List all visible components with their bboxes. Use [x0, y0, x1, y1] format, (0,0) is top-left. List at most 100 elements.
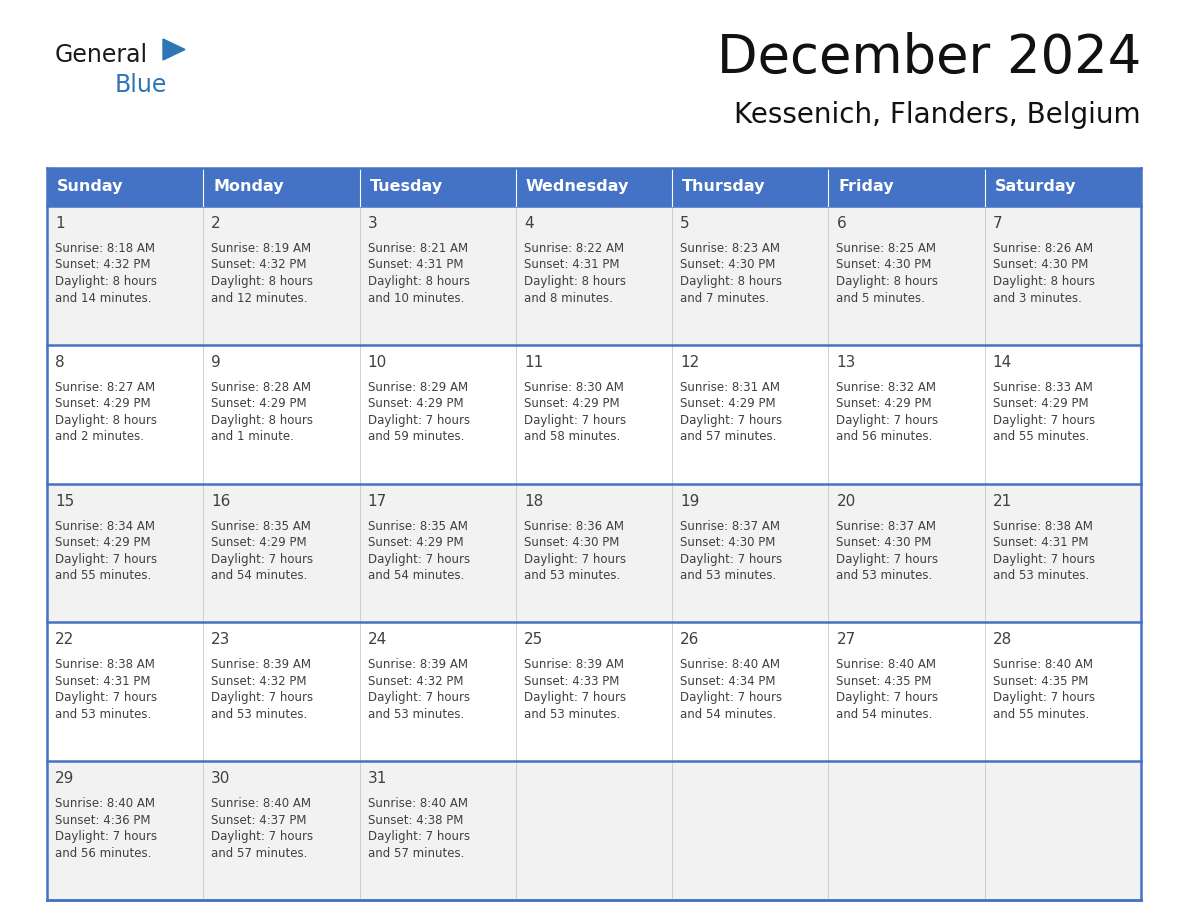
Text: Sunrise: 8:35 AM: Sunrise: 8:35 AM: [211, 520, 311, 532]
Text: 13: 13: [836, 354, 855, 370]
Bar: [360, 206, 516, 345]
Text: Daylight: 7 hours: Daylight: 7 hours: [55, 553, 157, 565]
Text: and 55 minutes.: and 55 minutes.: [55, 569, 151, 582]
Text: Sunset: 4:29 PM: Sunset: 4:29 PM: [524, 397, 619, 410]
Text: Sunset: 4:30 PM: Sunset: 4:30 PM: [681, 259, 776, 272]
Text: Daylight: 7 hours: Daylight: 7 hours: [993, 414, 1095, 427]
Bar: [203, 484, 360, 622]
Text: Sunrise: 8:29 AM: Sunrise: 8:29 AM: [367, 381, 468, 394]
Text: Sunset: 4:29 PM: Sunset: 4:29 PM: [836, 397, 933, 410]
Bar: [516, 484, 672, 622]
Bar: [48, 622, 203, 761]
Text: Sunrise: 8:28 AM: Sunrise: 8:28 AM: [211, 381, 311, 394]
Text: Sunset: 4:37 PM: Sunset: 4:37 PM: [211, 813, 307, 827]
Text: December 2024: December 2024: [716, 32, 1140, 84]
Text: and 3 minutes.: and 3 minutes.: [993, 292, 1081, 305]
Text: Daylight: 7 hours: Daylight: 7 hours: [367, 414, 469, 427]
Bar: [672, 484, 828, 622]
Text: Daylight: 7 hours: Daylight: 7 hours: [993, 553, 1095, 565]
Bar: [516, 168, 672, 206]
Text: Sunrise: 8:31 AM: Sunrise: 8:31 AM: [681, 381, 781, 394]
Bar: [985, 761, 1140, 900]
Text: Sunrise: 8:39 AM: Sunrise: 8:39 AM: [211, 658, 311, 671]
Text: Daylight: 7 hours: Daylight: 7 hours: [211, 691, 314, 704]
Text: Sunset: 4:35 PM: Sunset: 4:35 PM: [993, 675, 1088, 688]
Bar: [48, 484, 203, 622]
Text: Sunrise: 8:40 AM: Sunrise: 8:40 AM: [211, 797, 311, 811]
Text: and 53 minutes.: and 53 minutes.: [524, 569, 620, 582]
Text: Sunset: 4:30 PM: Sunset: 4:30 PM: [524, 536, 619, 549]
Text: Sunset: 4:35 PM: Sunset: 4:35 PM: [836, 675, 931, 688]
Bar: [203, 168, 360, 206]
Text: and 55 minutes.: and 55 minutes.: [993, 431, 1089, 443]
Text: Daylight: 8 hours: Daylight: 8 hours: [681, 275, 782, 288]
Bar: [985, 484, 1140, 622]
Text: 29: 29: [55, 771, 75, 786]
Bar: [48, 206, 203, 345]
Text: Sunrise: 8:37 AM: Sunrise: 8:37 AM: [681, 520, 781, 532]
Text: Sunset: 4:38 PM: Sunset: 4:38 PM: [367, 813, 463, 827]
Text: 20: 20: [836, 494, 855, 509]
Text: Daylight: 7 hours: Daylight: 7 hours: [55, 691, 157, 704]
Text: and 53 minutes.: and 53 minutes.: [367, 708, 463, 721]
Text: 26: 26: [681, 633, 700, 647]
Text: 30: 30: [211, 771, 230, 786]
Text: Daylight: 7 hours: Daylight: 7 hours: [524, 553, 626, 565]
Text: and 55 minutes.: and 55 minutes.: [993, 708, 1089, 721]
Text: Sunset: 4:29 PM: Sunset: 4:29 PM: [55, 536, 151, 549]
Bar: [985, 168, 1140, 206]
Bar: [360, 345, 516, 484]
Text: Sunrise: 8:39 AM: Sunrise: 8:39 AM: [524, 658, 624, 671]
Text: Saturday: Saturday: [994, 180, 1076, 195]
Polygon shape: [163, 39, 185, 60]
Text: Sunset: 4:30 PM: Sunset: 4:30 PM: [836, 259, 931, 272]
Text: Daylight: 7 hours: Daylight: 7 hours: [211, 553, 314, 565]
Text: Daylight: 8 hours: Daylight: 8 hours: [367, 275, 469, 288]
Text: 11: 11: [524, 354, 543, 370]
Text: Sunset: 4:32 PM: Sunset: 4:32 PM: [211, 675, 307, 688]
Text: 8: 8: [55, 354, 64, 370]
Bar: [828, 206, 985, 345]
Text: Blue: Blue: [115, 73, 168, 97]
Text: Wednesday: Wednesday: [526, 180, 630, 195]
Text: Daylight: 7 hours: Daylight: 7 hours: [681, 553, 782, 565]
Text: Sunrise: 8:40 AM: Sunrise: 8:40 AM: [367, 797, 468, 811]
Text: and 53 minutes.: and 53 minutes.: [211, 708, 308, 721]
Text: Daylight: 7 hours: Daylight: 7 hours: [211, 830, 314, 844]
Bar: [516, 761, 672, 900]
Text: and 54 minutes.: and 54 minutes.: [681, 708, 777, 721]
Text: Sunrise: 8:39 AM: Sunrise: 8:39 AM: [367, 658, 468, 671]
Text: and 53 minutes.: and 53 minutes.: [55, 708, 151, 721]
Text: Monday: Monday: [214, 180, 284, 195]
Bar: [985, 345, 1140, 484]
Text: Sunrise: 8:27 AM: Sunrise: 8:27 AM: [55, 381, 156, 394]
Text: 12: 12: [681, 354, 700, 370]
Text: Daylight: 8 hours: Daylight: 8 hours: [211, 414, 314, 427]
Text: Sunrise: 8:21 AM: Sunrise: 8:21 AM: [367, 242, 468, 255]
Bar: [672, 168, 828, 206]
Text: Daylight: 7 hours: Daylight: 7 hours: [993, 691, 1095, 704]
Text: and 8 minutes.: and 8 minutes.: [524, 292, 613, 305]
Bar: [672, 761, 828, 900]
Text: 24: 24: [367, 633, 387, 647]
Text: Daylight: 7 hours: Daylight: 7 hours: [836, 553, 939, 565]
Text: Daylight: 7 hours: Daylight: 7 hours: [836, 414, 939, 427]
Text: Daylight: 7 hours: Daylight: 7 hours: [681, 414, 782, 427]
Text: Sunset: 4:32 PM: Sunset: 4:32 PM: [55, 259, 151, 272]
Text: and 12 minutes.: and 12 minutes.: [211, 292, 308, 305]
Bar: [516, 345, 672, 484]
Text: Daylight: 8 hours: Daylight: 8 hours: [993, 275, 1094, 288]
Text: and 54 minutes.: and 54 minutes.: [211, 569, 308, 582]
Text: Daylight: 7 hours: Daylight: 7 hours: [524, 414, 626, 427]
Text: Sunrise: 8:40 AM: Sunrise: 8:40 AM: [681, 658, 781, 671]
Text: and 5 minutes.: and 5 minutes.: [836, 292, 925, 305]
Text: Tuesday: Tuesday: [369, 180, 443, 195]
Text: 23: 23: [211, 633, 230, 647]
Text: and 54 minutes.: and 54 minutes.: [836, 708, 933, 721]
Text: and 57 minutes.: and 57 minutes.: [367, 846, 465, 859]
Text: Daylight: 7 hours: Daylight: 7 hours: [55, 830, 157, 844]
Bar: [516, 206, 672, 345]
Text: Sunrise: 8:37 AM: Sunrise: 8:37 AM: [836, 520, 936, 532]
Text: Sunset: 4:29 PM: Sunset: 4:29 PM: [211, 397, 307, 410]
Text: 10: 10: [367, 354, 387, 370]
